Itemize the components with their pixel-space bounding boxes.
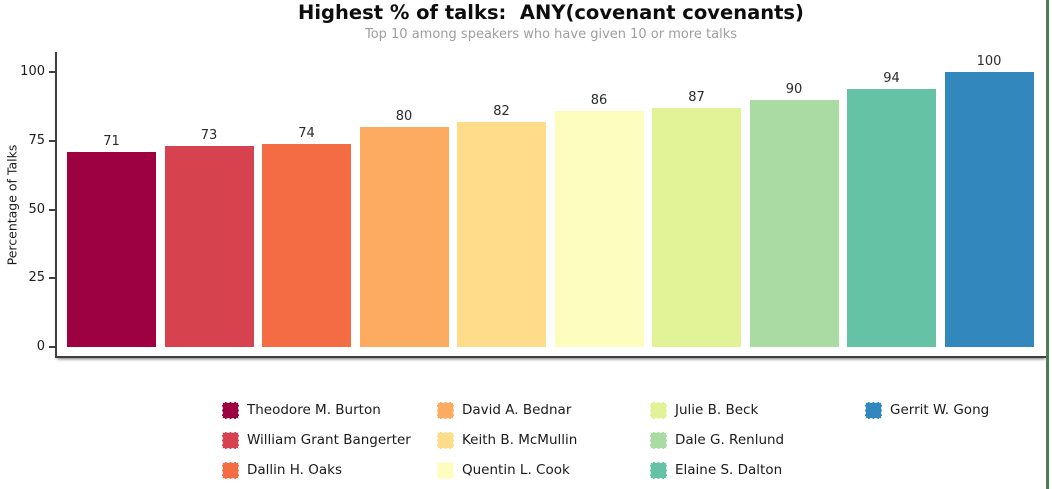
legend-label: David A. Bednar [462, 402, 572, 418]
legend-item: Keith B. McMullin [437, 425, 650, 455]
bar-4 [359, 127, 449, 347]
y-tick-mark [49, 139, 55, 142]
legend-item: Julie B. Beck [650, 395, 865, 425]
chart-title: Highest % of talks: ANY(covenant covenan… [298, 1, 804, 24]
bar-3 [262, 143, 351, 347]
legend-item: Gerrit W. Gong [865, 395, 1025, 425]
bar-value-label: 100 [976, 54, 1002, 69]
legend-label: William Grant Bangerter [247, 432, 411, 448]
bar-9 [847, 88, 936, 347]
legend-swatch [865, 401, 882, 419]
legend-swatch [222, 461, 239, 479]
legend-item: Dallin H. Oaks [222, 455, 437, 485]
bar-5 [457, 121, 546, 347]
legend-swatch [650, 431, 667, 449]
legend-item: David A. Bednar [437, 395, 650, 425]
legend-label: Theodore M. Burton [247, 402, 381, 418]
bar-6 [554, 110, 644, 347]
legend-label: Gerrit W. Gong [890, 402, 990, 418]
legend-label: Dallin H. Oaks [247, 462, 343, 478]
legend-swatch [650, 401, 667, 419]
bar-value-label: 86 [590, 92, 608, 108]
bar-value-label: 73 [200, 128, 218, 144]
legend-swatch [437, 431, 454, 449]
right-edge-line [1046, 0, 1049, 489]
bar-value-label: 94 [883, 70, 900, 86]
legend-item: Theodore M. Burton [222, 395, 437, 425]
y-tick-mark [49, 277, 55, 280]
legend-label: Keith B. McMullin [462, 432, 578, 448]
bar-7 [652, 107, 741, 347]
bar-value-label: 74 [298, 125, 315, 141]
bar-value-label: 71 [103, 133, 120, 149]
y-tick-label: 50 [28, 201, 45, 217]
legend-item: Elaine S. Dalton [650, 455, 865, 485]
chart-subtitle: Top 10 among speakers who have given 10 … [364, 27, 738, 42]
legend-item: William Grant Bangerter [222, 425, 437, 455]
legend-swatch [437, 401, 454, 419]
bar-value-label: 82 [493, 103, 510, 119]
y-tick-label: 25 [28, 270, 45, 286]
plot-area: 0 25 50 75 100 71 73 74 80 82 86 87 90 94 100 [20, 52, 1047, 358]
y-tick-mark [49, 208, 55, 211]
legend-swatch [222, 431, 239, 449]
y-tick-label: 100 [20, 64, 45, 79]
legend-swatch [437, 461, 454, 479]
legend-column-2: David A. Bednar Keith B. McMullin Quentin … [437, 395, 650, 485]
y-tick-label: 0 [36, 339, 45, 354]
legend-label: Julie B. Beck [675, 402, 759, 418]
legend-label: Quentin L. Cook [462, 462, 570, 478]
legend-label: Dale G. Renlund [675, 432, 785, 448]
y-tick-mark [49, 71, 55, 73]
bar-value-label: 87 [688, 89, 705, 105]
bar-8 [749, 99, 839, 347]
legend-swatch [222, 401, 239, 419]
legend-column-1: Theodore M. Burton William Grant Bangerte… [222, 395, 437, 485]
legend-swatch [650, 461, 667, 479]
legend-column-4: Gerrit W. Gong [865, 395, 1025, 485]
y-tick-label: 75 [28, 132, 45, 148]
bar-1 [67, 151, 156, 347]
legend-item: Quentin L. Cook [437, 455, 650, 485]
bar-value-label: 80 [395, 109, 413, 124]
legend: Theodore M. Burton William Grant Bangerte… [222, 395, 1025, 485]
legend-column-3: Julie B. Beck Dale G. Renlund Elaine S. Da… [650, 395, 865, 485]
legend-item: Dale G. Renlund [650, 425, 865, 455]
y-tick-mark [49, 346, 55, 348]
bar-value-label: 90 [785, 81, 803, 97]
bar-10 [944, 72, 1034, 347]
legend-label: Elaine S. Dalton [675, 462, 783, 478]
bar-2 [164, 146, 254, 347]
